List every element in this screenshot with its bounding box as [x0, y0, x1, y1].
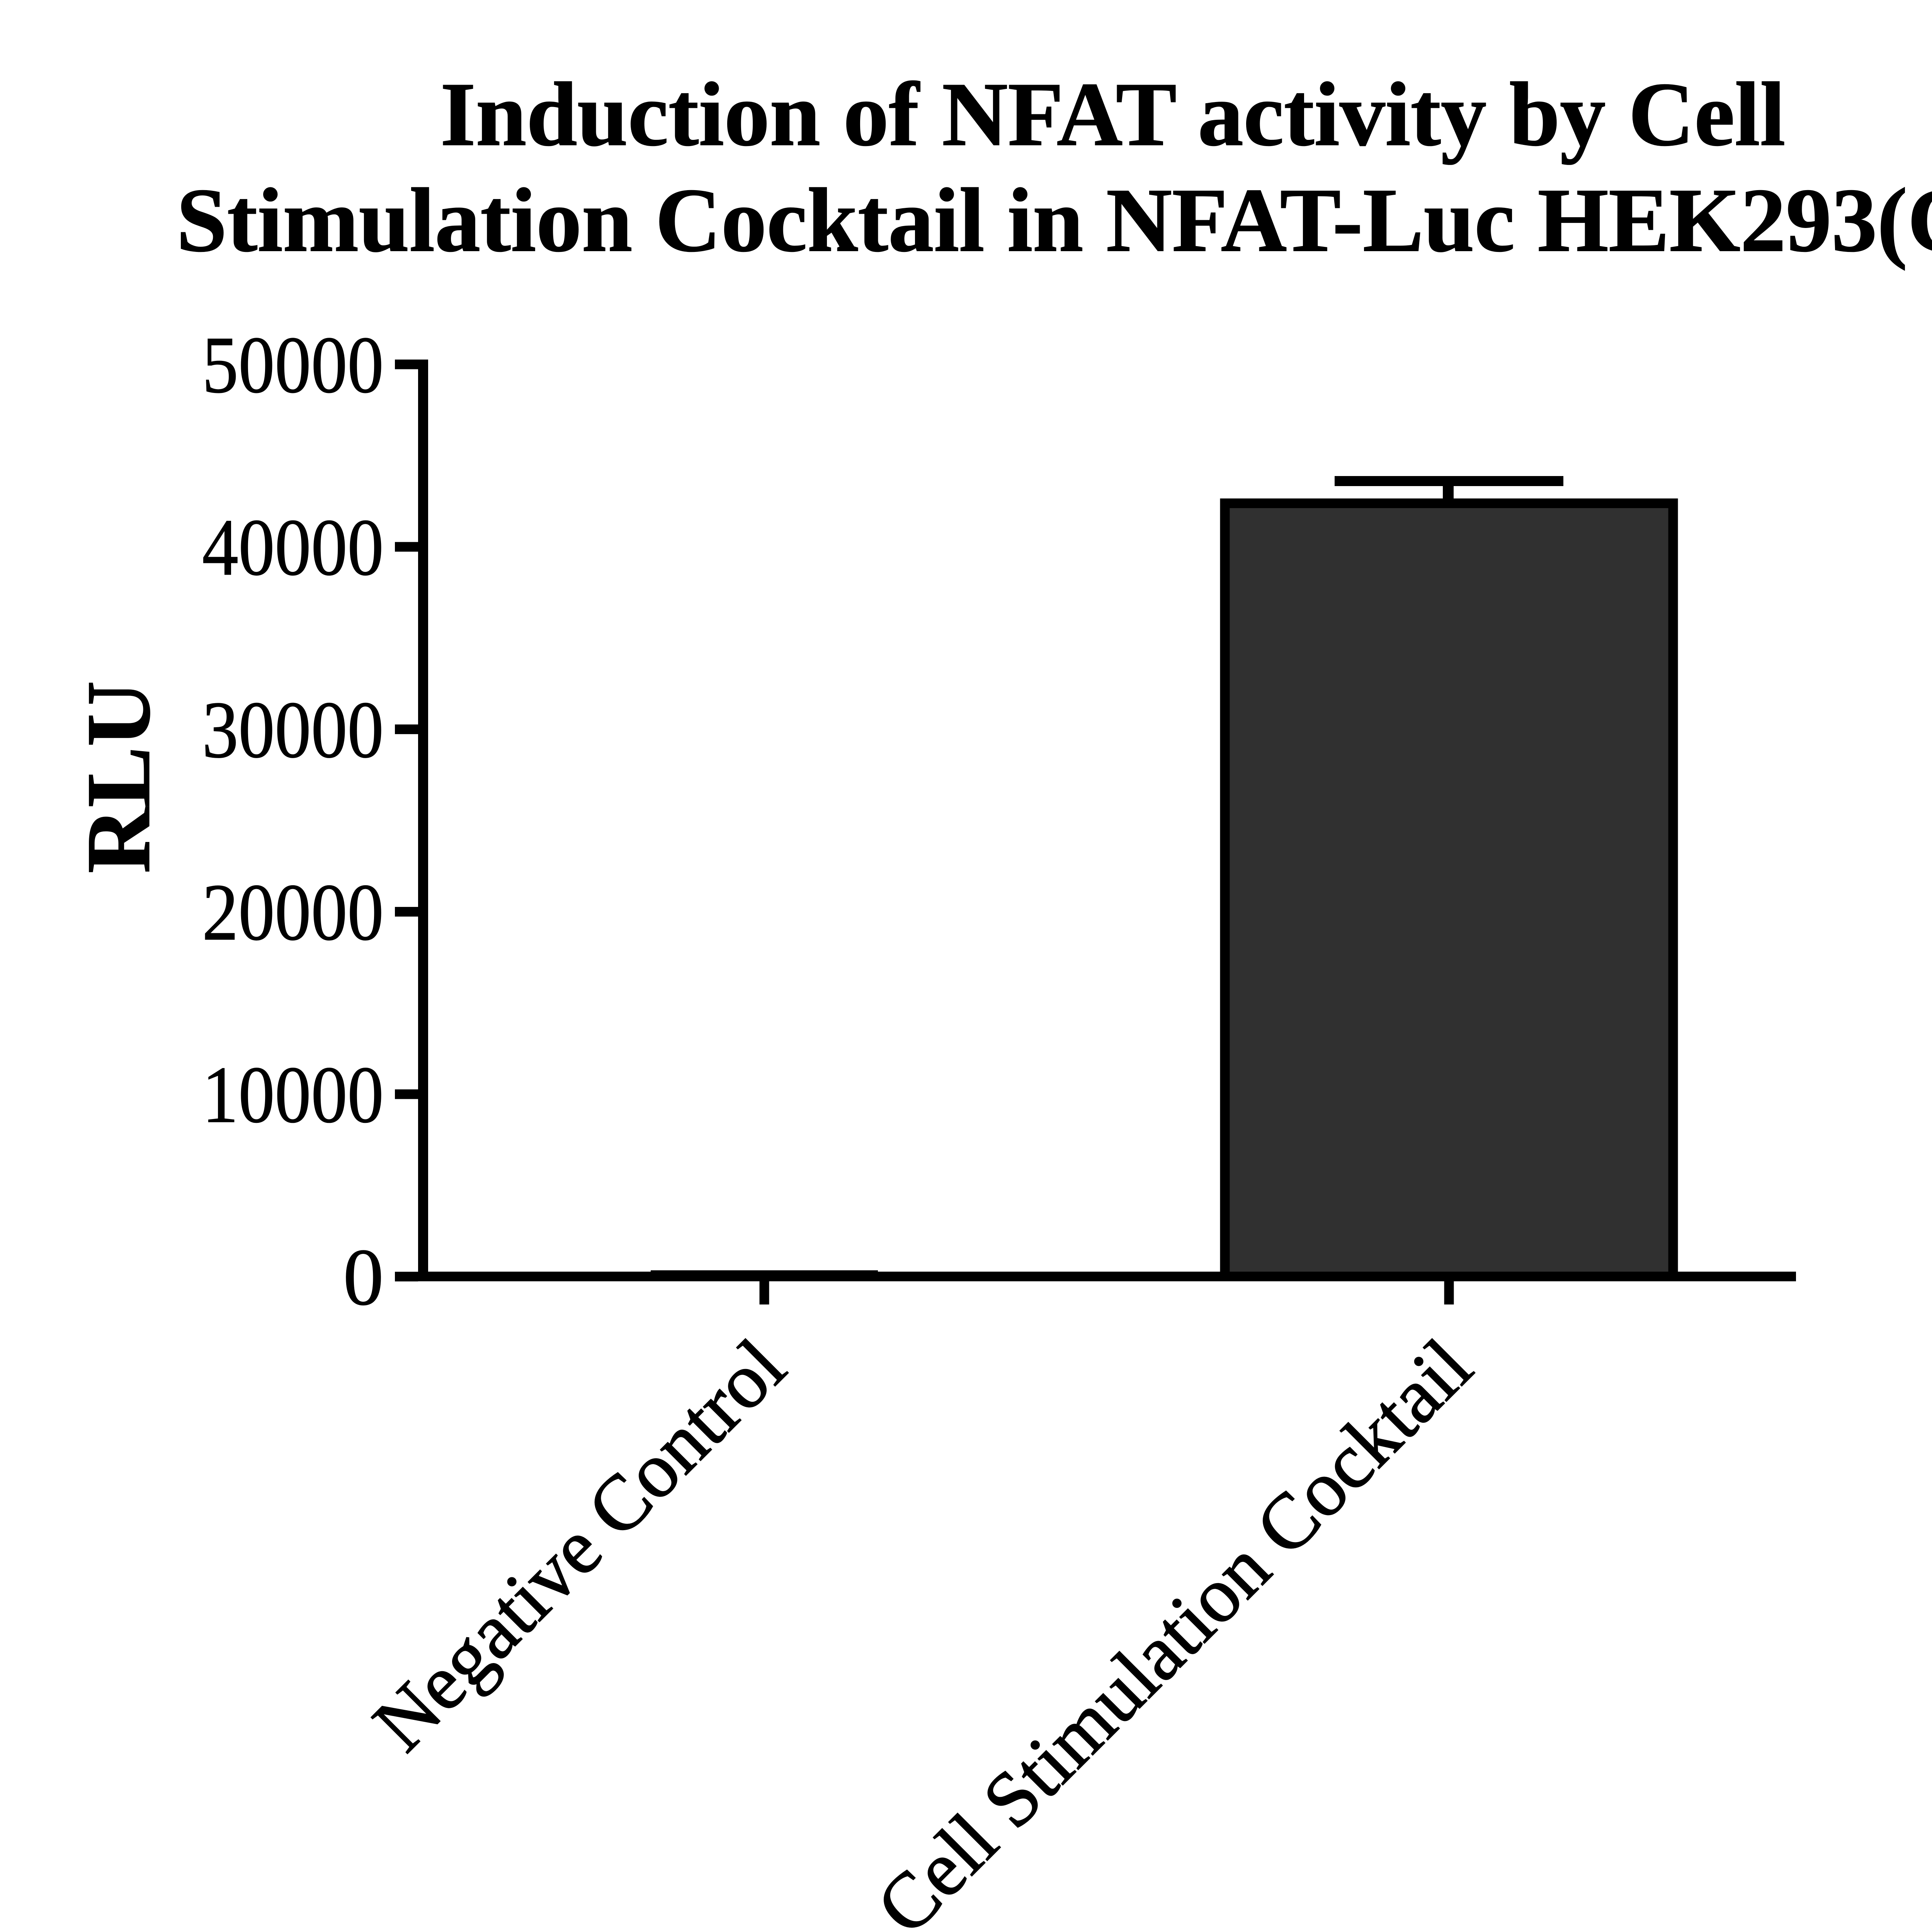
svg-text:40000: 40000 [202, 503, 384, 592]
svg-text:RLU: RLU [68, 681, 169, 873]
svg-text:Induction of NFAT activity by: Induction of NFAT activity by Cell [440, 64, 1785, 165]
svg-text:50000: 50000 [202, 320, 384, 410]
svg-text:20000: 20000 [202, 867, 384, 957]
svg-text:0: 0 [343, 1233, 384, 1322]
svg-text:Stimulation Cocktail in NFAT-L: Stimulation Cocktail in NFAT-Luc HEK293(… [176, 170, 1932, 271]
svg-text:30000: 30000 [202, 685, 384, 775]
svg-text:10000: 10000 [202, 1050, 384, 1140]
